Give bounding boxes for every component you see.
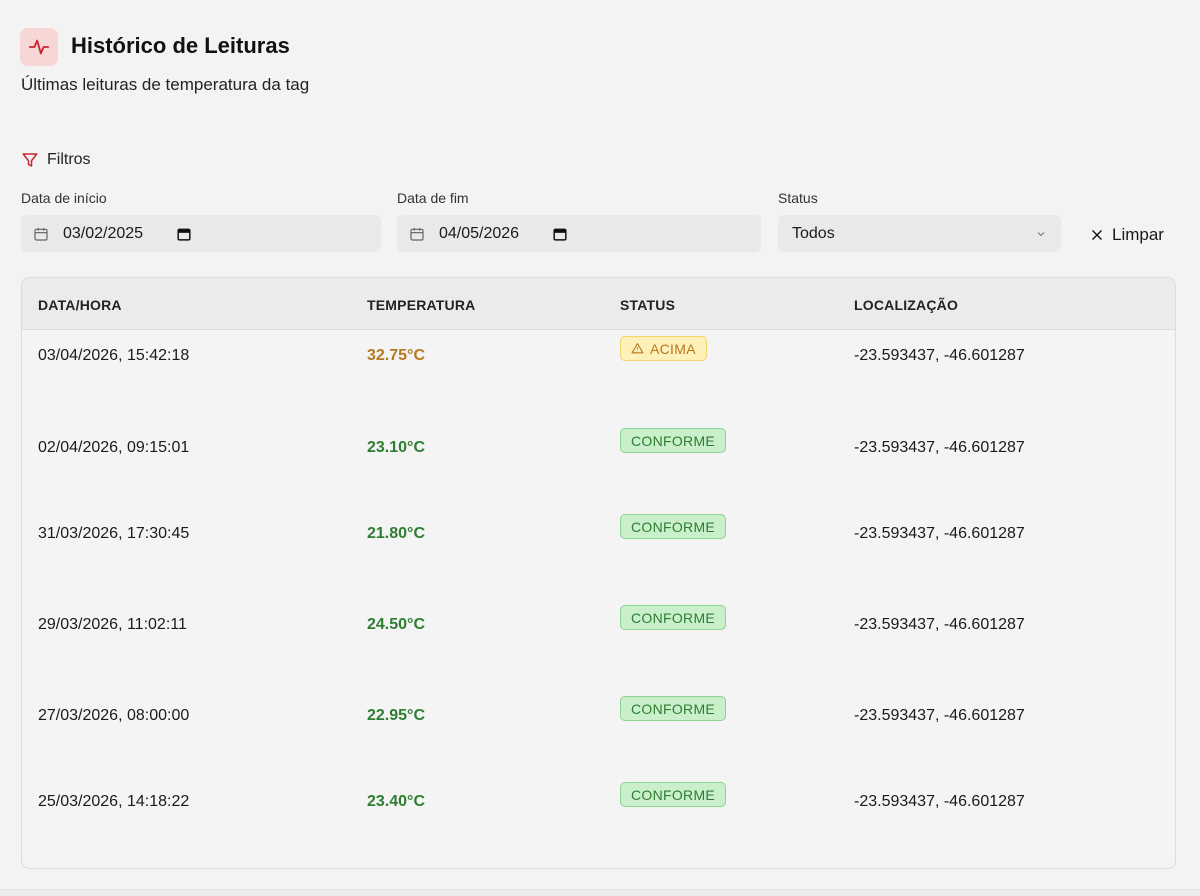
cell-temperature: 23.10°C — [367, 439, 425, 456]
cell-datetime: 25/03/2026, 14:18:22 — [38, 793, 190, 810]
page-title: Histórico de Leituras — [71, 33, 290, 58]
status-badge: ACIMA — [620, 336, 707, 361]
status-select[interactable]: Todos — [778, 215, 1061, 252]
end-date-input[interactable]: 04/05/2026 — [397, 215, 761, 252]
cell-temperature: 22.95°C — [367, 707, 425, 724]
cell-location: -23.593437, -46.601287 — [854, 525, 1025, 542]
column-header-datetime: DATA/HORA — [38, 297, 122, 313]
filters-title: Filtros — [47, 151, 91, 168]
column-header-location: LOCALIZAÇÃO — [854, 297, 959, 313]
cell-datetime: 02/04/2026, 09:15:01 — [38, 439, 190, 456]
cell-datetime: 31/03/2026, 17:30:45 — [38, 525, 190, 542]
status-badge: CONFORME — [620, 782, 727, 807]
date-picker-icon[interactable] — [177, 227, 191, 241]
status-badge-label: CONFORME — [631, 518, 716, 535]
cell-temperature: 32.75°C — [367, 347, 425, 364]
start-date-input[interactable]: 03/02/2025 — [21, 215, 381, 252]
status-badge-label: CONFORME — [631, 432, 716, 449]
cell-location: -23.593437, -46.601287 — [854, 439, 1025, 456]
cell-datetime: 27/03/2026, 08:00:00 — [38, 707, 190, 724]
cell-location: -23.593437, -46.601287 — [854, 707, 1025, 724]
column-header-status: STATUS — [620, 297, 676, 313]
cell-temperature: 23.40°C — [367, 793, 425, 810]
clear-filters-button[interactable]: Limpar — [1090, 225, 1164, 245]
end-date-label: Data de fim — [397, 190, 469, 206]
status-label: Status — [778, 190, 818, 206]
cell-datetime: 03/04/2026, 15:42:18 — [38, 347, 190, 364]
end-date-value: 04/05/2026 — [439, 224, 520, 242]
filters-header: Filtros — [21, 151, 91, 169]
page-subtitle: Últimas leituras de temperatura da tag — [21, 75, 310, 94]
status-badge: CONFORME — [620, 428, 727, 453]
status-badge: CONFORME — [620, 696, 727, 721]
status-badge: CONFORME — [620, 605, 727, 630]
cell-location: -23.593437, -46.601287 — [854, 793, 1025, 810]
warning-icon — [631, 342, 644, 355]
cell-location: -23.593437, -46.601287 — [854, 616, 1025, 633]
cell-temperature: 21.80°C — [367, 525, 425, 542]
status-badge-label: CONFORME — [631, 700, 716, 717]
status-badge-label: ACIMA — [650, 340, 696, 357]
cell-temperature: 24.50°C — [367, 616, 425, 633]
close-icon — [1090, 228, 1104, 242]
readings-table: DATA/HORA TEMPERATURA STATUS LOCALIZAÇÃO… — [21, 277, 1176, 869]
clear-filters-label: Limpar — [1112, 225, 1164, 244]
status-badge-label: CONFORME — [631, 609, 716, 626]
cell-datetime: 29/03/2026, 11:02:11 — [38, 616, 187, 633]
date-picker-icon[interactable] — [553, 227, 567, 241]
table-header: DATA/HORA TEMPERATURA STATUS LOCALIZAÇÃO — [22, 278, 1175, 330]
start-date-label: Data de início — [21, 190, 107, 206]
filter-icon — [21, 151, 39, 169]
cell-location: -23.593437, -46.601287 — [854, 347, 1025, 364]
calendar-icon — [409, 226, 425, 242]
chevron-down-icon — [1035, 228, 1047, 240]
calendar-icon — [33, 226, 49, 242]
activity-icon — [20, 28, 58, 66]
status-badge: CONFORME — [620, 514, 727, 539]
column-header-temperature: TEMPERATURA — [367, 297, 476, 313]
start-date-value: 03/02/2025 — [63, 224, 144, 242]
status-select-value: Todos — [792, 224, 835, 242]
status-badge-label: CONFORME — [631, 786, 716, 803]
